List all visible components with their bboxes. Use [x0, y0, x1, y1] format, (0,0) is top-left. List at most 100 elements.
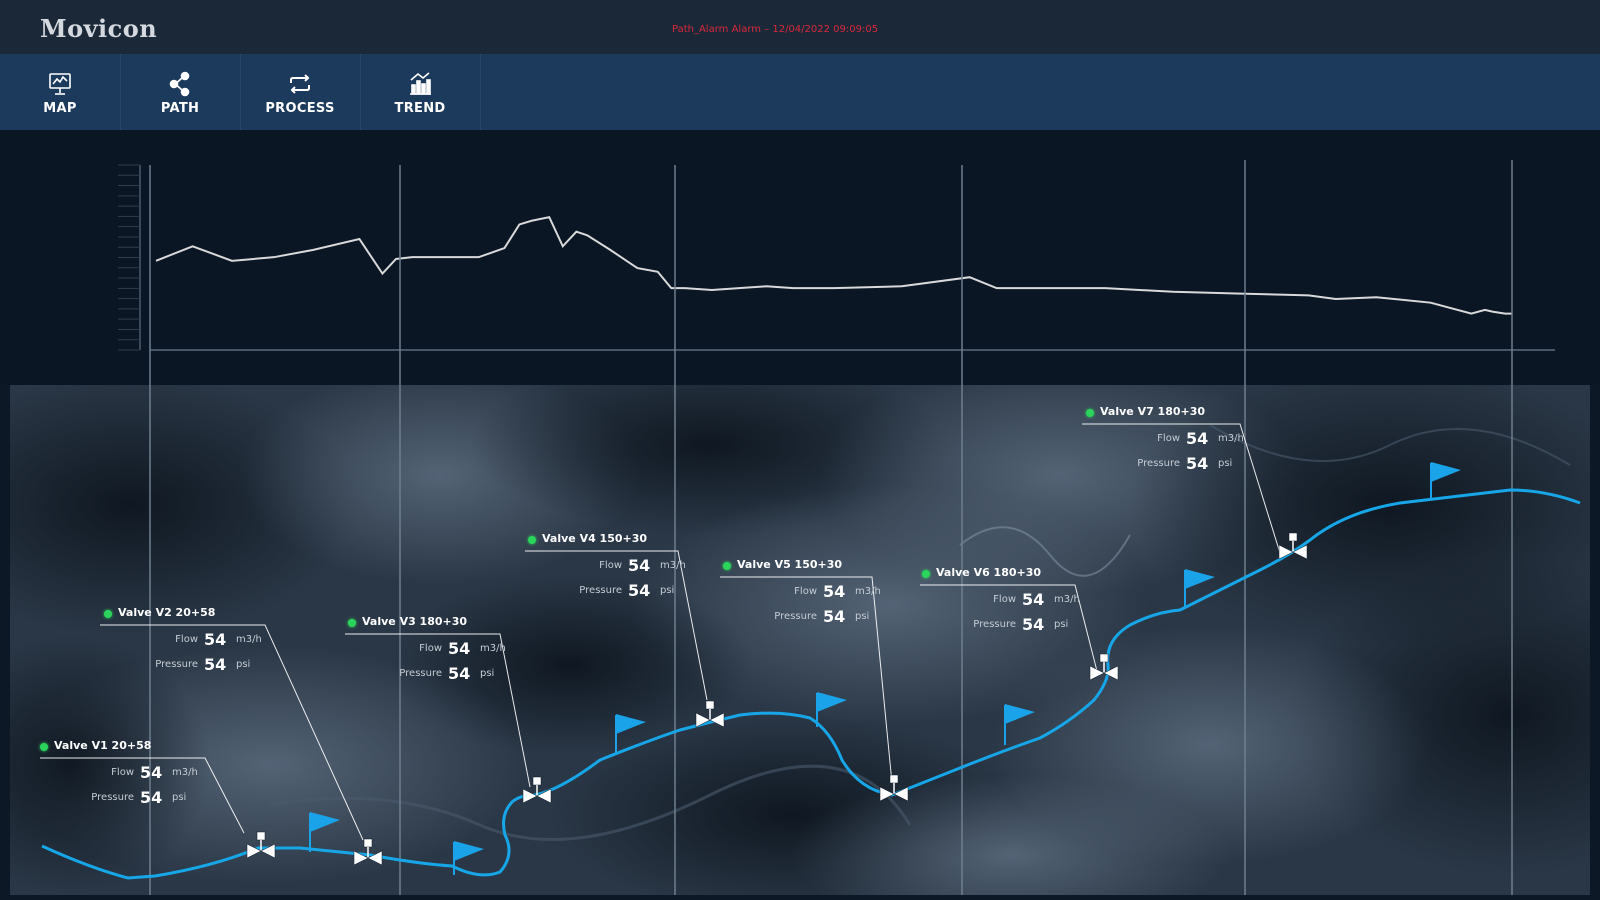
flow-unit: m3/h — [236, 634, 262, 645]
pressure-unit: psi — [236, 659, 251, 670]
nav-trend-label: TREND — [394, 100, 446, 116]
nav-trend-button[interactable]: TREND — [360, 54, 481, 130]
status-dot — [723, 562, 731, 570]
valve-label-v3[interactable]: Valve V3 180+30 Flow 54 m3/h Pressure 54 psi — [348, 615, 548, 687]
valve-label-v7[interactable]: Valve V7 180+30 Flow 54 m3/h Pressure 54 psi — [1086, 405, 1286, 477]
satellite-map[interactable] — [10, 385, 1590, 895]
status-dot — [40, 743, 48, 751]
valve-name: Valve V3 180+30 — [362, 615, 468, 628]
flow-label: Flow — [175, 634, 198, 645]
flow-unit: m3/h — [172, 767, 198, 778]
nav-process-button[interactable]: PROCESS — [240, 54, 361, 130]
flag-icon — [615, 714, 646, 753]
nav-map-button[interactable]: MAP — [0, 54, 121, 130]
flow-label: Flow — [993, 594, 1016, 605]
valve-icon-v2[interactable] — [353, 838, 383, 866]
valve-icon-v1[interactable] — [246, 831, 276, 859]
share-icon — [169, 71, 190, 96]
brand-logo: Movicon — [40, 14, 158, 43]
flag-icon — [1004, 704, 1035, 745]
status-dot — [1086, 409, 1094, 417]
flow-unit: m3/h — [660, 560, 686, 571]
pressure-unit: psi — [660, 585, 675, 596]
flow-label: Flow — [1157, 433, 1180, 444]
leader-line-v7 — [1082, 423, 1281, 554]
pressure-value: 54 — [1022, 615, 1045, 634]
repeat-icon — [290, 73, 310, 94]
pressure-unit: psi — [480, 668, 495, 679]
valve-icon-v5[interactable] — [879, 774, 909, 802]
map-icon — [49, 72, 71, 95]
flag-icon — [1430, 462, 1461, 500]
valve-label-v2[interactable]: Valve V2 20+58 Flow 54 m3/h Pressure 54 psi — [104, 606, 304, 678]
flag-icon — [453, 841, 484, 875]
pressure-label: Pressure — [399, 668, 442, 679]
flow-unit: m3/h — [480, 643, 506, 654]
status-dot — [922, 570, 930, 578]
pressure-unit: psi — [1054, 619, 1069, 630]
pressure-value: 54 — [823, 607, 846, 626]
pressure-label: Pressure — [91, 792, 134, 803]
flow-unit: m3/h — [1054, 594, 1080, 605]
flag-icon — [309, 812, 340, 852]
valve-name: Valve V2 20+58 — [118, 606, 216, 619]
status-dot — [528, 536, 536, 544]
flow-value: 54 — [1022, 590, 1045, 609]
nav-bar: MAP PATH PROCESS TREND — [0, 54, 1600, 130]
pressure-unit: psi — [1218, 458, 1233, 469]
flow-value: 54 — [448, 639, 471, 658]
flow-label: Flow — [419, 643, 442, 654]
nav-path-label: PATH — [160, 100, 200, 116]
flow-unit: m3/h — [1218, 433, 1244, 444]
leader-line-v3 — [345, 633, 531, 788]
pressure-unit: psi — [172, 792, 187, 803]
valve-label-v6[interactable]: Valve V6 180+30 Flow 54 m3/h Pressure 54 psi — [922, 566, 1122, 638]
pressure-value: 54 — [628, 581, 651, 600]
valve-name: Valve V6 180+30 — [936, 566, 1042, 579]
flow-label: Flow — [599, 560, 622, 571]
flow-value: 54 — [204, 630, 227, 649]
status-dot — [104, 610, 112, 618]
flow-unit: m3/h — [855, 586, 881, 597]
valve-icon-v6[interactable] — [1089, 653, 1119, 681]
flow-value: 54 — [823, 582, 846, 601]
trend-chart — [118, 164, 1555, 351]
nav-process-label: PROCESS — [265, 100, 335, 116]
trend-chart-panel — [0, 130, 1600, 385]
nav-map-label: MAP — [43, 100, 77, 116]
leader-line-v6 — [920, 584, 1099, 676]
leader-line-v2 — [100, 624, 364, 841]
valve-icon-v4[interactable] — [695, 700, 725, 728]
pressure-label: Pressure — [973, 619, 1016, 630]
flow-value: 54 — [1186, 429, 1209, 448]
pressure-label: Pressure — [1137, 458, 1180, 469]
status-dot — [348, 619, 356, 627]
pressure-value: 54 — [1186, 454, 1209, 473]
pressure-value: 54 — [448, 664, 471, 683]
flow-value: 54 — [628, 556, 651, 575]
flow-label: Flow — [794, 586, 817, 597]
valve-label-v4[interactable]: Valve V4 150+30 Flow 54 m3/h Pressure 54 psi — [528, 532, 728, 604]
flow-label: Flow — [111, 767, 134, 778]
valve-icon-v7[interactable] — [1278, 532, 1308, 560]
leader-line-v4 — [525, 550, 708, 701]
valve-icon-v3[interactable] — [522, 776, 552, 804]
title-bar: Movicon Path_Alarm Alarm – 12/04/2022 09… — [0, 0, 1600, 54]
flag-icon — [816, 692, 847, 727]
flow-value: 54 — [140, 763, 163, 782]
flag-icon — [1184, 569, 1215, 608]
pressure-unit: psi — [855, 611, 870, 622]
pressure-label: Pressure — [579, 585, 622, 596]
valve-name: Valve V5 150+30 — [737, 558, 843, 571]
pipeline — [41, 488, 1581, 880]
pressure-value: 54 — [204, 655, 227, 674]
valve-name: Valve V4 150+30 — [542, 532, 648, 545]
trend-icon — [410, 71, 431, 95]
nav-path-button[interactable]: PATH — [120, 54, 241, 130]
valve-name: Valve V1 20+58 — [54, 739, 152, 752]
pressure-label: Pressure — [774, 611, 817, 622]
valve-label-v5[interactable]: Valve V5 150+30 Flow 54 m3/h Pressure 54 psi — [723, 558, 923, 630]
alarm-banner[interactable]: Path_Alarm Alarm – 12/04/2022 09:09:05 — [672, 24, 879, 35]
valve-label-v1[interactable]: Valve V1 20+58 Flow 54 m3/h Pressure 54 psi — [40, 739, 240, 811]
